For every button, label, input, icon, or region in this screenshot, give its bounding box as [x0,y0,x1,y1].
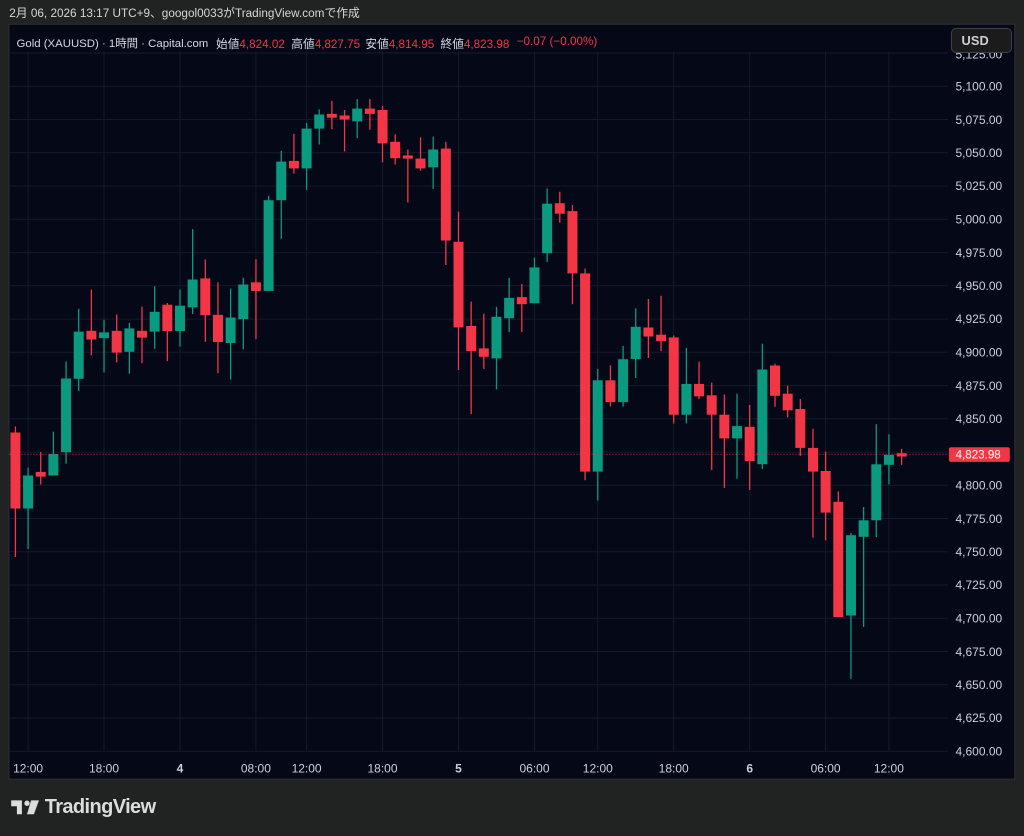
svg-text:12:00: 12:00 [13,761,43,775]
svg-text:18:00: 18:00 [89,761,119,775]
svg-text:4,600.00: 4,600.00 [956,745,1003,759]
svg-text:4,975.00: 4,975.00 [956,246,1003,260]
svg-text:06:00: 06:00 [519,761,549,775]
svg-text:4,823.98: 4,823.98 [956,449,1001,462]
svg-text:4,700.00: 4,700.00 [956,612,1003,626]
svg-text:4,925.00: 4,925.00 [956,312,1003,326]
svg-text:4,950.00: 4,950.00 [956,279,1003,293]
svg-text:5,000.00: 5,000.00 [956,213,1003,227]
svg-text:4,875.00: 4,875.00 [956,379,1003,393]
svg-text:4,650.00: 4,650.00 [956,678,1003,692]
svg-text:12:00: 12:00 [583,761,613,775]
svg-text:4,625.00: 4,625.00 [956,711,1003,725]
svg-text:5,100.00: 5,100.00 [956,80,1003,94]
svg-text:18:00: 18:00 [367,761,397,775]
svg-text:5,025.00: 5,025.00 [956,179,1003,193]
svg-text:4,800.00: 4,800.00 [956,479,1003,493]
svg-text:08:00: 08:00 [241,761,271,775]
svg-text:5,050.00: 5,050.00 [956,146,1003,160]
svg-text:18:00: 18:00 [659,761,689,775]
svg-text:4,725.00: 4,725.00 [956,578,1003,592]
svg-text:4,900.00: 4,900.00 [956,346,1003,360]
svg-text:12:00: 12:00 [292,761,322,775]
svg-text:6: 6 [746,761,753,775]
svg-text:12:00: 12:00 [874,761,904,775]
svg-text:4,775.00: 4,775.00 [956,512,1003,526]
svg-text:4: 4 [177,761,184,775]
svg-text:4,750.00: 4,750.00 [956,545,1003,559]
svg-text:4,850.00: 4,850.00 [956,412,1003,426]
svg-text:06:00: 06:00 [811,761,841,775]
svg-text:5: 5 [455,761,462,775]
svg-text:5,075.00: 5,075.00 [956,113,1003,127]
svg-text:4,675.00: 4,675.00 [956,645,1003,659]
